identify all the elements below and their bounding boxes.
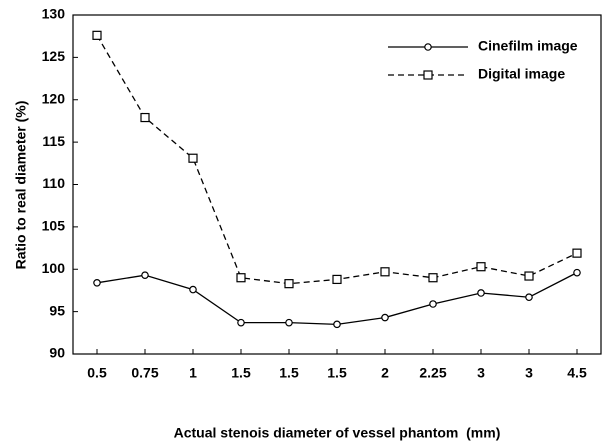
x-tick-label: 2 xyxy=(381,365,389,381)
data-point xyxy=(381,313,389,322)
x-tick-label: 3 xyxy=(525,365,533,381)
x-tick-label: 2.25 xyxy=(419,365,446,381)
data-point xyxy=(92,30,102,40)
data-point xyxy=(284,279,294,289)
data-point xyxy=(188,153,198,163)
y-tick-label: 100 xyxy=(42,260,66,276)
data-point xyxy=(333,320,341,329)
data-point xyxy=(429,300,437,308)
x-tick-label: 0.75 xyxy=(131,365,158,381)
data-point xyxy=(476,262,486,272)
x-tick-label: 1.5 xyxy=(279,365,299,381)
data-point xyxy=(572,248,582,258)
y-tick-label: 125 xyxy=(42,48,66,64)
data-point xyxy=(93,279,101,287)
data-point xyxy=(380,267,390,277)
data-point xyxy=(189,285,197,294)
data-point xyxy=(428,273,438,283)
data-point xyxy=(332,274,342,285)
y-tick-label: 120 xyxy=(42,90,66,106)
y-tick-label: 130 xyxy=(42,6,66,22)
x-axis-label: Actual stenois diameter of vessel phanto… xyxy=(174,425,501,441)
data-point xyxy=(236,273,246,283)
x-tick-label: 4.5 xyxy=(567,365,587,381)
data-point xyxy=(140,112,150,123)
x-tick-label: 3 xyxy=(477,365,485,381)
y-tick-label: 105 xyxy=(42,218,66,234)
data-point xyxy=(141,271,149,279)
x-tick-label: 0.5 xyxy=(87,365,107,381)
x-tick-label: 1.5 xyxy=(231,365,251,381)
x-tick-label: 1.5 xyxy=(327,365,347,381)
y-tick-label: 110 xyxy=(42,175,65,191)
x-tick-label: 1 xyxy=(189,365,197,381)
data-point xyxy=(285,318,293,327)
data-point xyxy=(524,271,534,281)
legend-marker xyxy=(424,43,432,51)
y-tick-label: 115 xyxy=(42,133,65,149)
data-point xyxy=(237,318,245,327)
y-tick-label: 95 xyxy=(49,302,65,318)
legend-label: Digital image xyxy=(478,66,565,82)
data-point xyxy=(477,289,485,297)
y-axis-label: Ratio to real diameter (%) xyxy=(13,101,29,270)
data-point xyxy=(573,268,581,277)
legend-label: Cinefilm image xyxy=(478,38,578,54)
y-tick-label: 90 xyxy=(49,345,65,361)
legend-marker xyxy=(423,70,433,80)
data-point xyxy=(525,293,533,302)
